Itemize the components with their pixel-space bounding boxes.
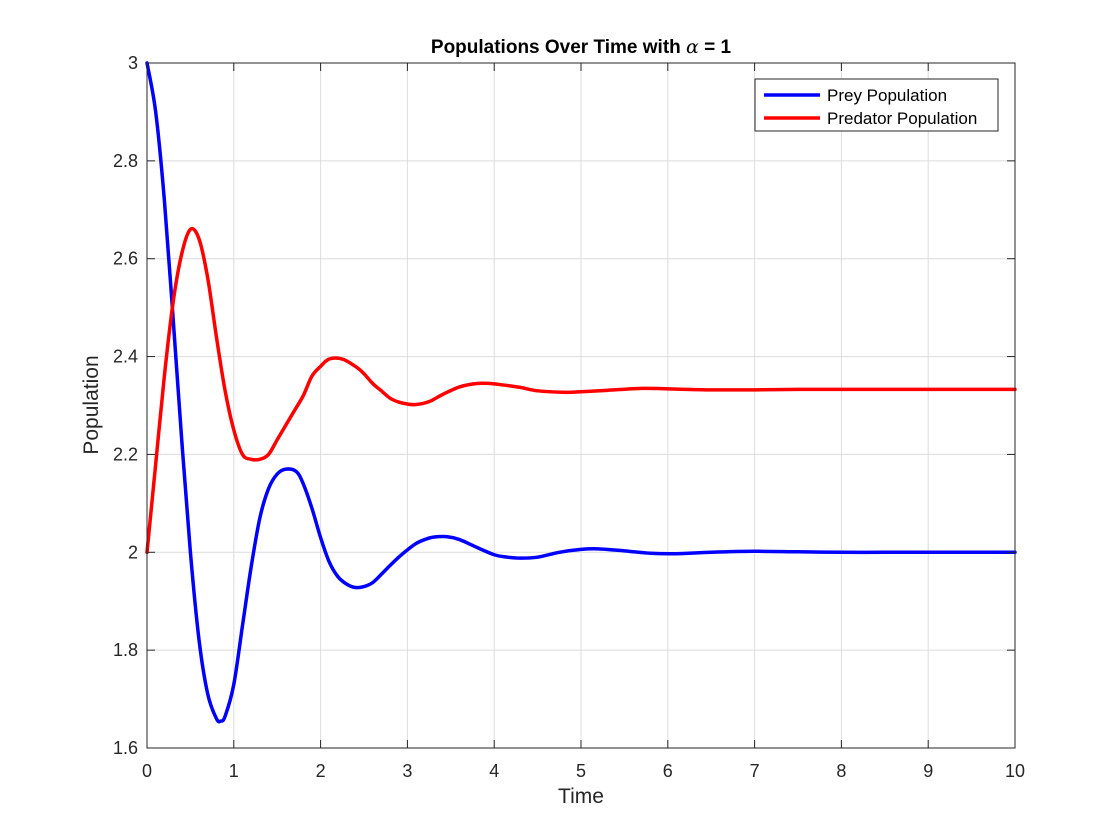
chart-title-suffix: = 1 [699,37,732,58]
y-tick-label: 2 [128,542,138,562]
chart-title-prefix: Populations Over Time with [431,37,686,58]
grid-lines [147,63,1015,748]
tick-marks [146,62,1016,749]
y-tick-label: 2.8 [113,151,138,171]
tick-labels: 0 1 2 3 4 5 6 7 8 9 10 1.6 1.8 2 2.2 2.4 2.6 2.8 3 [113,53,1025,781]
x-tick-label: 10 [1005,761,1025,781]
chart-title-symbol: α [686,36,699,58]
legend-box [754,78,999,132]
series-line-prey-population [145,61,1017,724]
y-tick-label: 1.6 [113,738,138,758]
x-tick-label: 1 [229,761,239,781]
x-tick-label: 0 [142,761,152,781]
x-tick-label: 7 [750,761,760,781]
series-line-predator-population [145,226,1017,555]
series-layer [145,61,1017,724]
legend-entry-prey-population: Prey Population [827,86,947,105]
y-tick-label: 2.4 [113,347,138,367]
legend-entry-predator-population: Predator Population [827,109,977,128]
legend[interactable]: Prey Population Predator Population [754,78,999,132]
y-axis-label: Population [80,355,103,454]
x-axis-label: Time [558,785,604,808]
x-tick-label: 9 [923,761,933,781]
chart-title: Populations Over Time with α = 1 [431,36,732,58]
y-tick-label: 1.8 [113,640,138,660]
x-tick-label: 6 [663,761,673,781]
x-tick-label: 3 [402,761,412,781]
x-tick-label: 8 [836,761,846,781]
y-tick-label: 2.2 [113,444,138,464]
x-tick-label: 4 [489,761,499,781]
x-tick-label: 2 [316,761,326,781]
y-tick-label: 3 [128,53,138,73]
x-tick-label: 5 [576,761,586,781]
y-tick-label: 2.6 [113,249,138,269]
